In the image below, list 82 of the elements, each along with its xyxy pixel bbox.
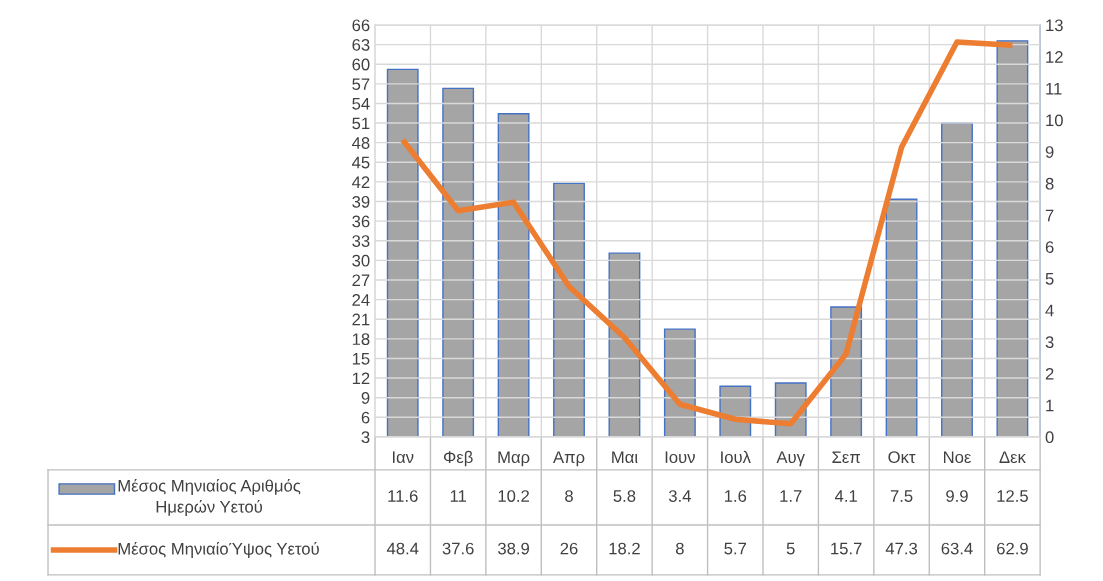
x-tick-label: Δεκ: [999, 451, 1026, 464]
bar: [442, 87, 475, 437]
y2-tick-label: 9: [1045, 146, 1054, 158]
data-label: 10.2: [498, 490, 529, 502]
data-label: 5.7: [724, 542, 747, 555]
y2-tick-label: 13: [1046, 19, 1063, 32]
x-tick-label: Ιουν: [665, 451, 695, 464]
data-label: 5.8: [613, 490, 636, 502]
y2-tick-label: 3: [1045, 336, 1054, 349]
data-label: 4.1: [834, 490, 857, 502]
data-label: 8: [675, 542, 684, 555]
x-tick-label: Οκτ: [888, 451, 916, 464]
y2-tick-label: 6: [1045, 241, 1054, 253]
y-tick-label: 6: [361, 411, 370, 424]
data-label: 8: [565, 490, 573, 502]
data-label: 38.9: [498, 542, 530, 555]
data-label: 62.9: [997, 542, 1028, 555]
x-tick-label: Νοε: [943, 451, 972, 464]
legend-label: Μέσος Μηνιαίος Αριθμός Ημερών Υετού: [118, 478, 301, 516]
y2-tick-label: 2: [1045, 367, 1054, 380]
data-label: 1.6: [724, 490, 747, 502]
y2-tick-label: 0: [1045, 431, 1054, 444]
x-tick-label: Απρ: [552, 451, 585, 467]
y2-tick-label: 1: [1046, 399, 1054, 412]
y-tick-label: 15: [352, 353, 370, 365]
x-tick-label: Αυγ: [776, 451, 805, 467]
y2-tick-label: 8: [1045, 177, 1054, 190]
data-label: 3.4: [668, 490, 691, 502]
x-tick-label: Μαι: [612, 451, 638, 464]
y-tick-label: 9: [361, 392, 370, 404]
x-tick-label: Φεβ: [443, 450, 473, 467]
y-tick-label: 18: [352, 333, 370, 346]
y-tick-label: 3: [361, 431, 370, 444]
bar: [386, 68, 419, 437]
bar: [996, 40, 1029, 437]
bar: [941, 122, 973, 437]
y2-tick-label: 7: [1045, 209, 1054, 222]
x-tick-label: Ιουλ: [721, 450, 751, 464]
y-tick-label: 27: [352, 274, 370, 287]
y-tick-label: 63: [352, 39, 370, 51]
data-label: 7.5: [890, 490, 913, 502]
y2-tick-label: 11: [1046, 82, 1062, 95]
y-tick-label: 60: [352, 58, 370, 71]
bar: [608, 252, 641, 437]
x-tick-label: Ιαν: [392, 451, 414, 464]
y-tick-label: 24: [352, 294, 370, 306]
y-tick-label: 36: [352, 215, 370, 228]
data-label: 48.4: [386, 542, 419, 555]
bar: [553, 182, 585, 437]
data-label: 15.7: [831, 542, 862, 555]
legend-label: Μέσος ΜηνιαίοΎψος Υετού: [118, 541, 319, 558]
y-tick-label: 39: [352, 195, 370, 208]
y-tick-label: 33: [352, 235, 370, 247]
y-tick-label: 57: [352, 78, 370, 91]
data-label: 12.5: [997, 490, 1028, 502]
x-tick-label: Μαρ: [498, 451, 530, 467]
data-label: 5: [786, 542, 795, 555]
y-tick-label: 12: [352, 372, 370, 385]
data-label: 1.7: [780, 490, 802, 502]
x-tick-label: Σεπ: [832, 451, 861, 464]
y2-tick-label: 10: [1046, 114, 1063, 127]
y-tick-label: 66: [352, 19, 370, 32]
y-tick-label: 30: [352, 254, 370, 267]
y-tick-label: 45: [352, 156, 370, 169]
y-tick-label: 54: [352, 98, 370, 110]
y2-tick-label: 4: [1045, 304, 1054, 317]
data-label: 18.2: [609, 542, 640, 555]
y-tick-label: 42: [352, 176, 370, 188]
data-label: 26: [560, 542, 578, 555]
bar: [497, 113, 530, 437]
data-label: 47.3: [885, 542, 918, 555]
data-label: 9.9: [946, 490, 968, 502]
y2-tick-label: 5: [1045, 273, 1054, 285]
y-tick-label: 48: [352, 137, 370, 149]
bar: [885, 198, 918, 437]
y-tick-label: 51: [352, 117, 370, 130]
y2-tick-label: 12: [1046, 51, 1063, 63]
y-tick-label: 21: [352, 313, 370, 326]
data-label: 37.6: [442, 542, 474, 555]
data-label: 63.4: [941, 542, 973, 555]
data-label: 11: [450, 490, 466, 502]
data-label: 11.6: [388, 490, 418, 502]
